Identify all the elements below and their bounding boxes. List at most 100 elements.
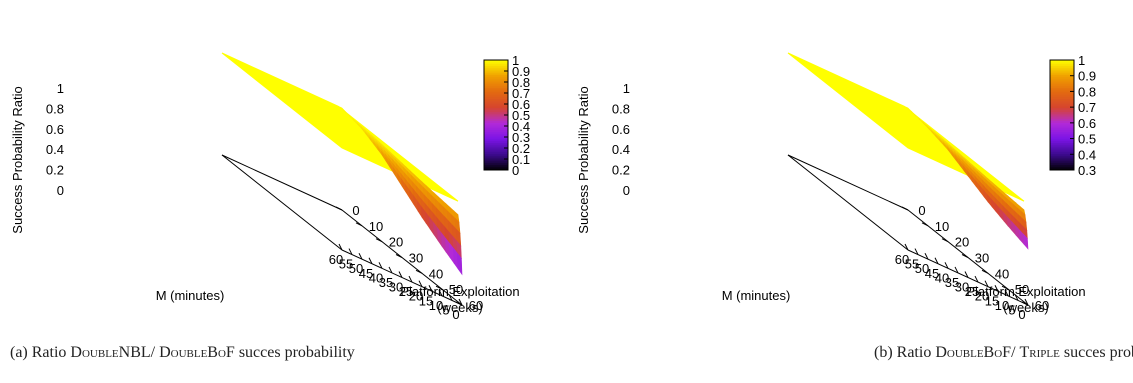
colorbar-segment — [1050, 96, 1074, 99]
x-tick-label: 55 — [339, 257, 353, 272]
y-axis-label-unit: (weeks) — [437, 300, 483, 315]
colorbar-segment — [484, 137, 508, 140]
colorbar-segment — [484, 107, 508, 110]
y-tick-label: 50 — [449, 282, 463, 297]
x-tick-mark — [348, 248, 353, 255]
x-tick-mark — [944, 262, 949, 269]
surface-plateau — [221, 52, 459, 202]
colorbar-segment — [1050, 111, 1074, 114]
colorbar-tick-label: 0.6 — [1078, 116, 1096, 131]
x-tick-mark — [924, 252, 929, 260]
z-tick-label: 0 — [57, 183, 64, 198]
z-tick-label: 0 — [623, 183, 630, 198]
colorbar-segment — [484, 96, 508, 99]
colorbar-segment — [1050, 166, 1074, 169]
colorbar-frame — [1049, 59, 1075, 171]
x-tick-mark — [1024, 298, 1029, 306]
x-tick-label: 5 — [442, 302, 449, 317]
colorbar-segment — [1050, 67, 1074, 70]
colorbar-segment — [484, 76, 508, 79]
colorbar-segment — [484, 164, 508, 167]
x-tick-label: 50 — [915, 261, 929, 276]
colorbar-tick-label: 0.2 — [512, 141, 530, 156]
x-tick-label: 0 — [1018, 307, 1025, 322]
colorbar-tick-label: 0.7 — [512, 86, 530, 101]
colorbar-segment — [1050, 131, 1074, 134]
colorbar-segment — [1050, 116, 1074, 120]
y-tick-mark — [455, 301, 463, 306]
colorbar-segment — [1050, 146, 1074, 149]
colorbar-segment — [484, 155, 508, 158]
surface-patch — [1023, 233, 1029, 250]
x-tick-mark — [964, 271, 969, 278]
colorbar-segment — [484, 104, 508, 107]
caption-b-name1: DoubleBoF — [935, 344, 1012, 361]
x-tick-label: 10 — [995, 298, 1009, 313]
x-tick-label: 25 — [399, 284, 413, 299]
colorbar-tick-label: 0.5 — [1078, 132, 1096, 147]
z-axis-label: Success Probability Ratio — [10, 86, 25, 233]
colorbar-segment — [1050, 63, 1074, 66]
caption-a-name2: DoubleBoF — [159, 344, 235, 361]
y-tick-label: 50 — [1015, 282, 1029, 297]
colorbar-segment — [484, 124, 508, 127]
caption-a-prefix: (a) Ratio — [10, 344, 71, 361]
x-tick-mark — [1004, 289, 1009, 297]
z-tick-label: 0.2 — [612, 163, 630, 178]
colorbar-segment — [484, 153, 508, 156]
colorbar-segment — [1050, 160, 1074, 164]
colorbar-segment — [1050, 151, 1074, 154]
colorbar-segment — [484, 71, 508, 74]
colorbar-tick-label: 0.7 — [1078, 100, 1096, 115]
z-tick-label: 0.4 — [612, 142, 630, 157]
colorbar-segment — [484, 144, 508, 147]
y-tick-mark — [435, 285, 443, 290]
colorbar-segment — [1050, 122, 1074, 125]
colorbar-segment — [484, 94, 508, 98]
y-tick-label: 40 — [995, 266, 1009, 281]
colorbar-segment — [484, 89, 508, 92]
y-tick-mark — [335, 206, 343, 211]
colorbar-segment — [484, 138, 508, 142]
colorbar-segment — [1050, 78, 1074, 81]
x-tick-mark — [418, 280, 423, 287]
caption-a-name1: DoubleNBL — [70, 344, 151, 361]
colorbar-segment — [1050, 149, 1074, 153]
x-tick-label: 20 — [975, 289, 989, 304]
y-tick-label: 60 — [1035, 298, 1049, 313]
y-tick-label: 30 — [975, 251, 989, 266]
colorbar-tick-label: 0.9 — [1078, 69, 1096, 84]
colorbar-segment — [484, 140, 508, 143]
caption-b-prefix: (b) Ratio — [874, 344, 936, 361]
colorbar-tick-label: 0.4 — [512, 119, 530, 134]
x-tick-label: 40 — [935, 270, 949, 285]
x-tick-label: 25 — [965, 284, 979, 299]
colorbar-segment — [1050, 129, 1074, 132]
y-tick-mark — [1021, 301, 1029, 306]
colorbar-segment — [1050, 113, 1074, 116]
colorbar-segment — [1050, 144, 1074, 147]
x-tick-mark — [368, 257, 373, 264]
colorbar-segment — [1050, 91, 1074, 94]
x-tick-mark — [458, 298, 463, 306]
x-tick-label: 50 — [349, 261, 363, 276]
colorbar-segment — [1050, 126, 1074, 129]
colorbar-tick-label: 0.5 — [512, 108, 530, 123]
y-tick-label: 30 — [409, 251, 423, 266]
caption-b: (b) Ratio DoubleBoF/ Triple succes proba… — [874, 344, 1133, 362]
y-tick-mark — [415, 269, 423, 274]
colorbar-segment — [484, 166, 508, 169]
colorbar-segment — [484, 111, 508, 114]
colorbar-segment — [1050, 69, 1074, 72]
chart-panel-b: 60 55 50 45 40 35 30 25 20 15 10 5 0 0 10 20 30 40 50 60 1 0.… — [566, 0, 1133, 383]
colorbar-segment — [1050, 133, 1074, 136]
colorbar-segment — [484, 72, 508, 76]
y-tick-mark — [981, 269, 989, 274]
colorbar-segment — [1050, 168, 1074, 171]
x-tick-label: 15 — [419, 293, 433, 308]
colorbar-segment — [1050, 74, 1074, 77]
colorbar-tick-label: 0.6 — [512, 97, 530, 112]
x-tick-mark — [914, 248, 919, 255]
colorbar-segment — [1050, 76, 1074, 79]
colorbar-segment — [1050, 164, 1074, 167]
